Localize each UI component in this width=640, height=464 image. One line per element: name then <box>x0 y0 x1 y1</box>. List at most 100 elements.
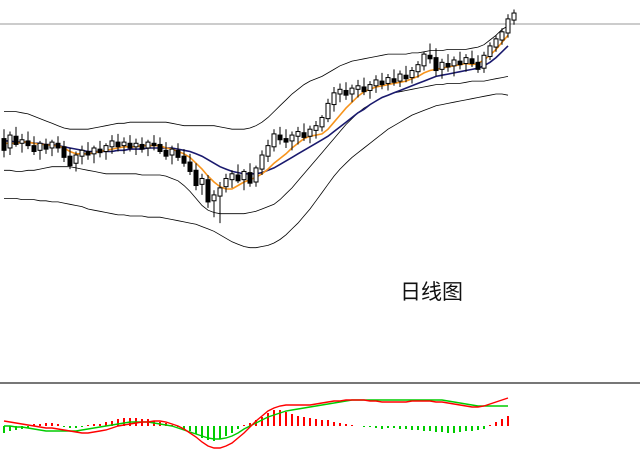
candle-body <box>199 177 205 185</box>
candle <box>487 42 493 60</box>
candle-body <box>367 84 373 91</box>
candle <box>373 75 379 93</box>
candle-body <box>193 169 199 187</box>
candle-body <box>49 141 55 149</box>
candle-body <box>97 148 103 154</box>
candle <box>313 120 319 139</box>
candle-body <box>439 61 445 70</box>
candle-body <box>427 54 433 60</box>
candle <box>403 65 409 83</box>
candle <box>175 143 181 161</box>
candle-body <box>481 54 487 69</box>
macd-dea-line <box>4 399 508 440</box>
timeframe-label: 日线图 <box>400 280 463 304</box>
candle-body <box>271 133 277 148</box>
candle <box>37 140 43 160</box>
candle-body <box>31 145 37 152</box>
candle <box>241 169 247 191</box>
candle-body <box>37 142 43 151</box>
candle <box>493 35 499 52</box>
candle <box>85 142 91 160</box>
candle <box>385 74 391 91</box>
candle-body <box>283 138 289 143</box>
candle-body <box>217 187 223 197</box>
candle <box>139 137 145 153</box>
candle-body <box>79 149 85 157</box>
candle-body <box>325 102 331 120</box>
candle-body <box>331 92 337 106</box>
candle <box>67 147 73 170</box>
candle-body <box>355 85 361 90</box>
candle-body <box>277 134 283 141</box>
candle-body <box>265 145 271 157</box>
candle <box>271 129 277 152</box>
candle <box>409 67 415 84</box>
candle-body <box>463 57 469 64</box>
candle <box>157 137 163 154</box>
candle-body <box>385 77 391 84</box>
candle-body <box>181 155 187 164</box>
candle <box>355 79 361 98</box>
candle <box>145 139 151 157</box>
candle-body <box>127 142 133 149</box>
candle <box>265 139 271 163</box>
candle <box>391 69 397 86</box>
candle-body <box>505 18 511 34</box>
candle-body <box>391 78 397 83</box>
candle <box>439 58 445 79</box>
candle <box>73 151 79 172</box>
candle-body <box>379 80 385 86</box>
candle <box>61 140 67 163</box>
candle-body <box>211 194 217 202</box>
candle <box>367 81 373 99</box>
candle-body <box>163 149 169 157</box>
candle <box>361 77 367 96</box>
candle-body <box>469 58 475 64</box>
macd-dif-line <box>3 397 509 449</box>
candle <box>421 51 427 71</box>
candle-body <box>19 139 25 144</box>
candle-body <box>343 89 349 96</box>
candle <box>79 145 85 165</box>
candle-body <box>115 141 121 148</box>
candle <box>247 163 253 187</box>
candle <box>133 138 139 156</box>
candle-body <box>337 88 343 95</box>
candle-body <box>175 149 181 158</box>
candle <box>397 70 403 87</box>
candle <box>217 182 223 224</box>
candle <box>223 173 229 193</box>
candle-body <box>43 143 49 150</box>
candle <box>277 126 283 145</box>
candle-body <box>457 60 463 66</box>
candle <box>283 129 289 148</box>
candlesticks <box>1 9 517 224</box>
candle-body <box>145 141 151 149</box>
candle-body <box>157 143 163 152</box>
candle-body <box>85 150 91 156</box>
candle-body <box>169 148 175 156</box>
candle <box>55 136 61 153</box>
candle-body <box>103 145 109 152</box>
candle <box>121 137 127 154</box>
candle-body <box>403 74 409 80</box>
candle-body <box>223 177 229 188</box>
candle <box>451 56 457 77</box>
candle <box>193 163 199 191</box>
candle-body <box>259 154 265 170</box>
candle <box>151 135 157 151</box>
candle <box>199 173 205 195</box>
candle <box>253 165 259 187</box>
candle <box>127 135 133 152</box>
candle <box>415 61 421 78</box>
candle <box>205 174 211 208</box>
candle <box>49 139 55 157</box>
candle-body <box>445 62 451 68</box>
candle-body <box>61 146 67 158</box>
candle <box>337 83 343 103</box>
candle-body <box>229 173 235 181</box>
candle <box>7 131 13 156</box>
candle-body <box>349 87 355 95</box>
candle <box>307 125 313 144</box>
